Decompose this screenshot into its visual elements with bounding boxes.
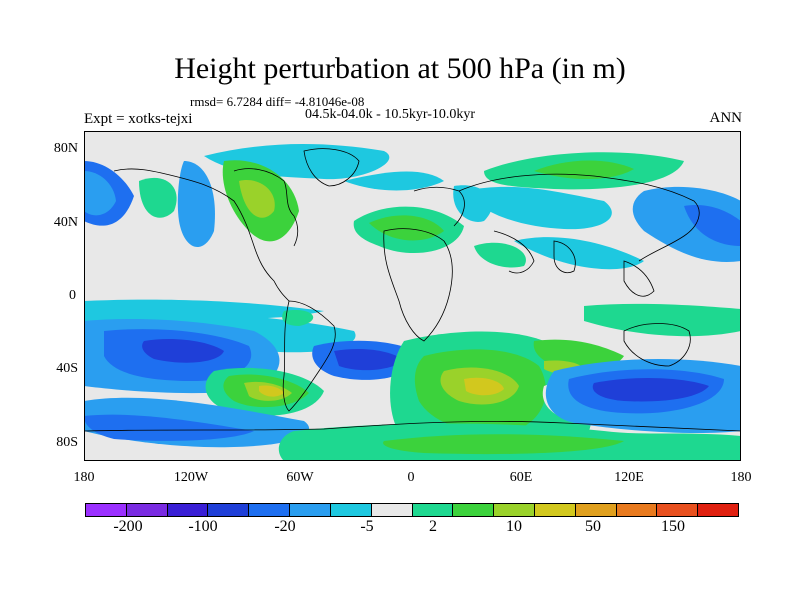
map-title: Height perturbation at 500 hPa (in m): [174, 52, 626, 85]
colorbar-swatch: [575, 504, 617, 516]
contour-fields: [84, 131, 741, 461]
x-label-0: 0: [407, 470, 415, 485]
experiment-text: Expt = xotks-tejxi: [84, 111, 193, 127]
map-panel: [84, 131, 741, 461]
y-label-80n: 80N: [53, 141, 78, 156]
season-text: ANN: [709, 110, 743, 126]
period-text: 04.5k-04.0k - 10.5kyr-10.0kyr: [305, 107, 476, 122]
colorbar-swatch: [453, 504, 495, 516]
colorbar: [85, 503, 739, 517]
colorbar-swatch: [330, 504, 372, 516]
colorbar-swatch: [616, 504, 658, 516]
stats-text: rmsd= 6.7284 diff= -4.81046e-08: [190, 94, 365, 109]
colorbar-swatch: [534, 504, 576, 516]
height-perturbation-map: [84, 131, 741, 461]
colorbar-swatch: [249, 504, 291, 516]
colorbar-label: -5: [360, 518, 374, 535]
colorbar-swatch: [167, 504, 209, 516]
colorbar-label: 2: [429, 518, 437, 535]
x-label-180-right: 180: [730, 470, 752, 485]
colorbar-label: -200: [113, 518, 143, 535]
colorbar-label: 50: [585, 518, 601, 535]
colorbar-swatch: [657, 504, 699, 516]
colorbar-swatch: [698, 504, 738, 516]
colorbar-swatch: [371, 504, 413, 516]
y-label-40n: 40N: [53, 215, 78, 230]
x-label-180-left: 180: [73, 470, 95, 485]
colorbar-swatch: [126, 504, 168, 516]
colorbar-label: -20: [274, 518, 296, 535]
colorbar-label: -100: [188, 518, 218, 535]
colorbar-swatch: [412, 504, 454, 516]
colorbar-label: 150: [661, 518, 685, 535]
y-label-80s: 80S: [56, 435, 78, 450]
colorbar-swatch: [494, 504, 535, 516]
x-label-120e: 120E: [614, 470, 644, 485]
colorbar-swatch: [290, 504, 331, 516]
x-label-60e: 60E: [509, 470, 533, 485]
x-label-120w: 120W: [173, 470, 209, 485]
colorbar-swatch: [208, 504, 250, 516]
y-label-0: 0: [69, 288, 76, 303]
coastlines: [84, 148, 741, 432]
colorbar-swatch: [86, 504, 127, 516]
colorbar-label: 10: [506, 518, 522, 535]
x-label-60w: 60W: [286, 470, 314, 485]
y-label-40s: 40S: [56, 361, 78, 376]
